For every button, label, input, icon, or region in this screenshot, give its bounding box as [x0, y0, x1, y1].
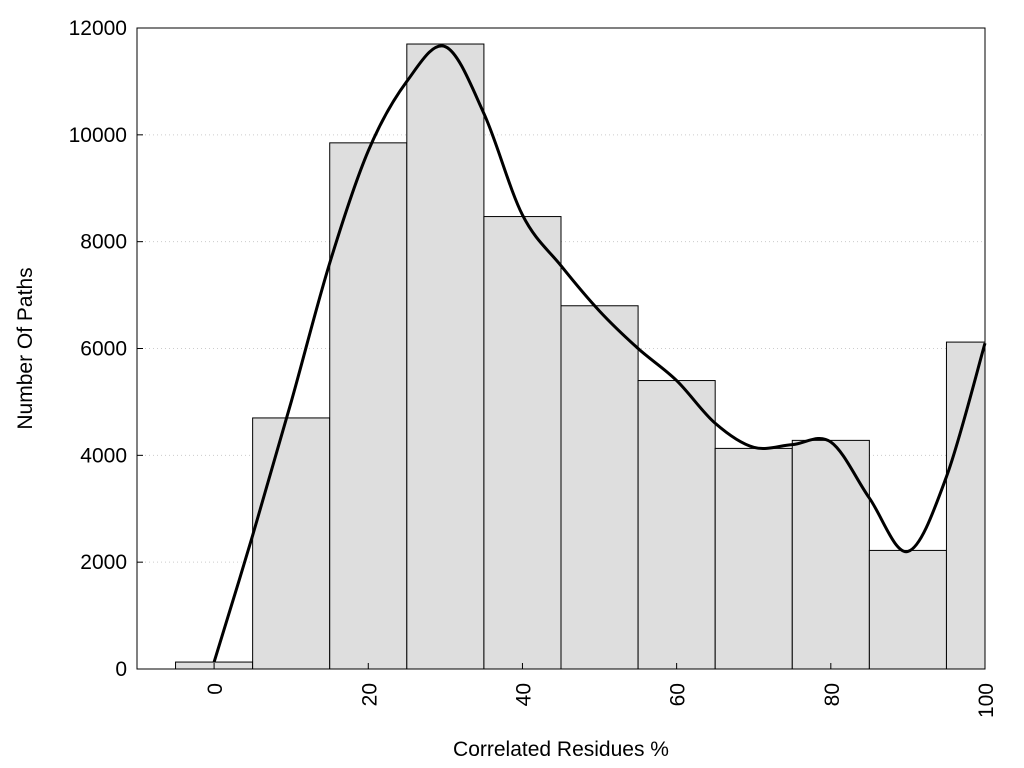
y-tick-label: 4000	[80, 444, 127, 467]
x-axis-ticks: 0 20 40 60 80 100	[204, 663, 998, 718]
histogram-bar	[945, 341, 986, 670]
histogram-bar	[252, 417, 331, 670]
y-tick-label: 12000	[69, 17, 127, 40]
histogram-bar	[714, 447, 793, 670]
density-curve	[212, 44, 987, 663]
histogram-bar	[329, 142, 408, 670]
x-axis-label: Correlated Residues %	[453, 738, 669, 761]
histogram-bar	[406, 43, 485, 670]
histogram-bar	[791, 439, 870, 670]
x-tick-label: 20	[358, 683, 381, 706]
y-axis-ticks: 0 2000 4000 6000 8000 10000 12000	[69, 17, 143, 681]
x-tick-label: 0	[204, 683, 227, 695]
x-tick-label: 60	[667, 683, 690, 706]
x-tick-label: 80	[821, 683, 844, 706]
x-tick-label: 40	[512, 683, 535, 706]
y-axis-label: Number Of Paths	[14, 267, 37, 429]
histogram-bar	[560, 305, 639, 670]
y-tick-label: 0	[115, 658, 127, 681]
histogram-bar	[483, 216, 562, 670]
y-tick-label: 6000	[80, 338, 127, 361]
y-tick-label: 8000	[80, 231, 127, 254]
histogram-bars	[175, 43, 986, 670]
density-curve-line	[212, 44, 987, 663]
histogram-bar	[637, 380, 716, 670]
histogram-bar	[868, 549, 947, 670]
x-tick-label: 100	[975, 683, 998, 718]
y-tick-label: 2000	[80, 551, 127, 574]
y-tick-label: 10000	[69, 124, 127, 147]
